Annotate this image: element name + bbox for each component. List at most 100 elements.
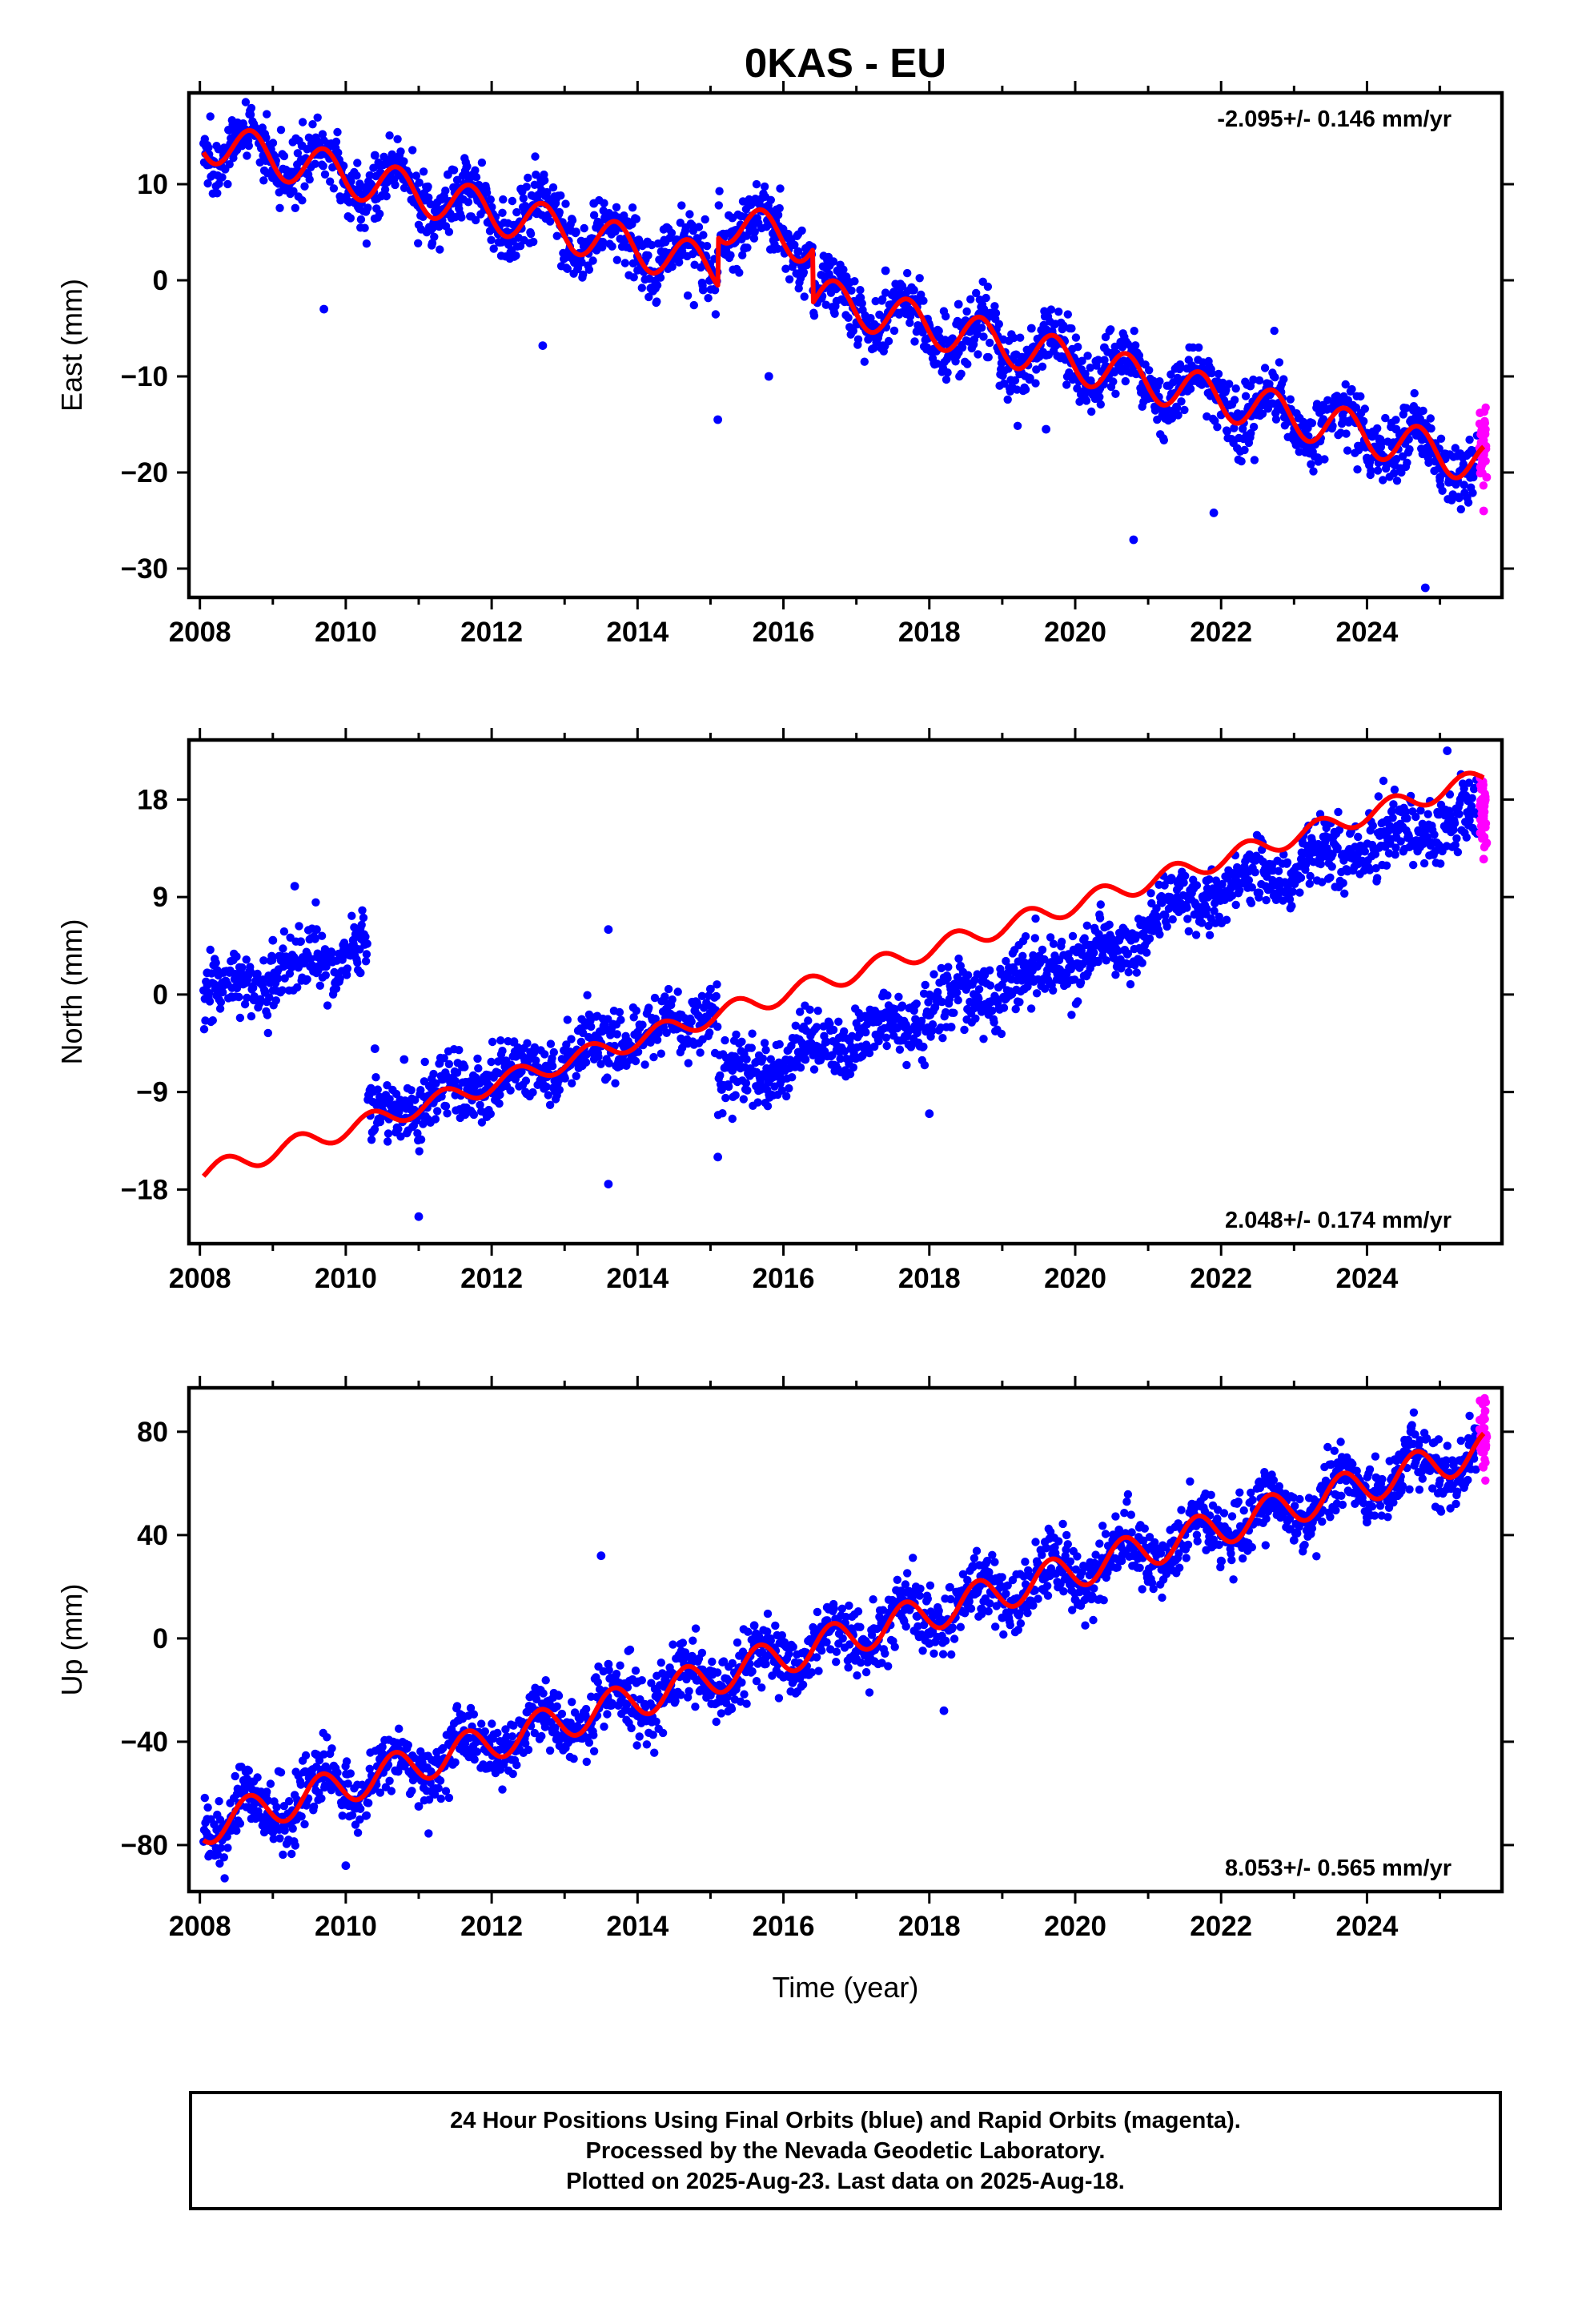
final-orbit-point [360,223,369,232]
final-orbit-point [353,1828,363,1837]
final-orbit-point [1096,400,1106,409]
final-orbit-point [1286,395,1295,404]
final-orbit-point [785,1084,793,1093]
final-orbit-point [919,296,928,305]
final-orbit-point [957,369,966,378]
final-orbit-point [1403,458,1411,467]
final-orbit-point [652,281,662,290]
final-orbit-point [472,1747,481,1756]
final-orbit-point [1163,405,1172,414]
final-orbit-point [444,227,454,236]
final-orbit-point [986,981,995,990]
final-orbit-point [589,199,599,208]
final-orbit-point [1174,411,1182,420]
final-orbit-point [263,1011,272,1019]
final-orbit-point [728,213,737,223]
final-orbit-point [1067,324,1076,333]
final-orbit-point [275,1834,284,1843]
final-orbit-point [424,1829,433,1838]
final-orbit-point [1096,900,1106,909]
final-orbit-point [440,1054,448,1063]
final-orbit-point [805,1005,814,1015]
final-orbit-point [1105,920,1114,929]
final-orbit-point [702,242,712,251]
final-orbit-point [408,1787,416,1795]
x-tick-label: 2024 [1336,617,1399,648]
final-orbit-point [1460,480,1468,489]
final-orbit-point [781,264,790,273]
final-orbit-point [477,158,487,167]
final-orbit-point [604,925,613,935]
final-orbit-point [477,1719,486,1728]
final-orbit-point [352,171,361,180]
final-orbit-point [656,1049,665,1058]
final-orbit-point [1343,446,1352,455]
final-orbit-point [1026,373,1034,383]
final-orbit-point [943,368,952,377]
final-orbit-point [1297,854,1306,864]
final-orbit-point [664,984,673,994]
final-orbit-point [799,267,809,277]
final-orbit-point [1287,902,1296,911]
final-orbit-point [587,1022,596,1031]
final-orbit-point [353,159,362,167]
final-orbit-point [990,1018,998,1027]
final-orbit-point [1131,341,1140,350]
final-orbit-point [317,1794,326,1803]
final-orbit-point [1388,814,1397,822]
final-orbit-point [1436,434,1446,443]
final-orbit-point [1390,468,1399,478]
final-orbit-point [994,320,1004,328]
final-orbit-point [1419,858,1429,868]
final-orbit-point [667,228,677,238]
final-orbit-point [1340,889,1349,899]
final-orbit-point [986,338,994,348]
final-orbit-point [704,294,713,303]
final-orbit-point [1464,811,1474,821]
final-orbit-point [853,335,863,344]
final-orbit-point [1435,472,1444,482]
final-orbit-point [476,1100,484,1110]
final-orbit-point [363,203,372,212]
final-orbit-point [449,166,459,175]
final-orbit-point [584,265,594,274]
final-orbit-point [482,188,492,197]
y-tick-label: −18 [121,1174,168,1205]
final-orbit-point [809,312,819,320]
final-orbit-point [526,229,536,239]
final-orbit-point [246,967,255,976]
final-orbit-point [443,1109,452,1118]
final-orbit-point [521,1076,531,1085]
final-orbit-point [1026,1004,1036,1013]
final-orbit-point [1121,376,1130,386]
final-orbit-point [902,1060,911,1070]
final-orbit-point [296,937,305,946]
final-orbit-point [1132,968,1142,977]
final-orbit-point [1082,396,1091,405]
rapid-orbit-point [1479,506,1488,516]
final-orbit-point [1379,776,1388,786]
final-orbit-point [919,1042,928,1051]
final-orbit-point [728,1114,737,1124]
final-orbit-point [1424,458,1433,467]
final-orbit-point [934,327,943,336]
panel-up: 2008 2010 2012 2014 2016 2018 2020 2022 20248040… [55,1376,1514,1942]
final-orbit-point [297,1812,306,1821]
final-orbit-point [742,1055,751,1063]
final-orbit-point [594,1052,603,1061]
final-orbit-point [334,148,343,157]
final-orbit-point [839,265,848,274]
final-orbit-point [903,268,912,278]
final-orbit-point [524,1745,533,1755]
final-orbit-point [766,195,775,204]
final-orbit-point [1168,915,1177,924]
final-orbit-point [632,1027,642,1037]
final-orbit-point [878,295,887,304]
y-tick-label: 10 [137,169,168,200]
final-orbit-point [508,1732,517,1741]
final-orbit-point [991,308,1001,318]
final-orbit-point [920,1060,930,1070]
final-orbit-point [721,1093,730,1103]
final-orbit-point [541,1676,550,1685]
final-orbit-point [743,243,752,252]
